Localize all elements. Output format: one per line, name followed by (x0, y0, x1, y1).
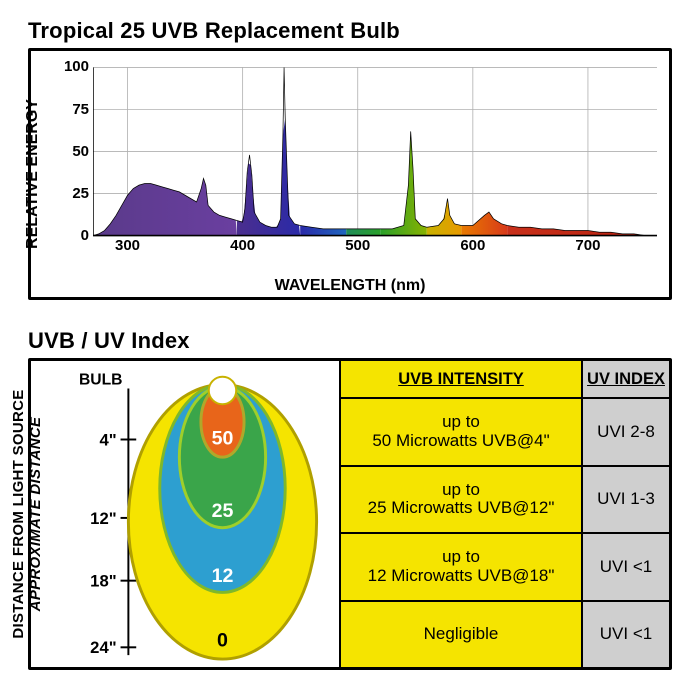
uvb-side-label-line1: DISTANCE FROM LIGHT SOURCE (10, 389, 27, 638)
uvi-cell: UVI <1 (583, 534, 669, 600)
uvi-cell: UVI 1-3 (583, 467, 669, 533)
intensity-cell: up to25 Microwatts UVB@12" (341, 467, 583, 533)
table-row: Negligible UVI <1 (341, 602, 669, 668)
y-tick: 50 (61, 143, 89, 160)
y-tick: 75 (61, 101, 89, 118)
svg-text:18": 18" (90, 572, 116, 591)
x-tick: 300 (108, 237, 148, 254)
svg-text:12: 12 (212, 565, 234, 587)
uvi-cell: UVI <1 (583, 602, 669, 668)
svg-text:24": 24" (90, 638, 116, 657)
svg-text:0: 0 (217, 630, 228, 652)
uvb-uvi-header: UV INDEX (583, 361, 669, 397)
svg-text:12": 12" (90, 509, 116, 528)
svg-text:BULB: BULB (79, 372, 123, 389)
table-row: up to12 Microwatts UVB@18" UVI <1 (341, 534, 669, 602)
uvb-diagram: BULB 4" 12" 18" 24" 0 12 25 50 (63, 365, 331, 663)
x-tick: 600 (453, 237, 493, 254)
intensity-cell: Negligible (341, 602, 583, 668)
uvb-intensity-header: UVB INTENSITY (341, 361, 583, 397)
y-tick: 100 (61, 58, 89, 75)
intensity-cell: up to50 Microwatts UVB@4" (341, 399, 583, 465)
svg-text:50: 50 (212, 428, 234, 450)
uvb-title: UVB / UV Index (28, 328, 672, 354)
spectrum-y-axis-label: RELATIVE ENERGY (24, 99, 42, 249)
uvb-section: UVB / UV Index DISTANCE FROM LIGHT SOURC… (28, 328, 672, 670)
x-tick: 700 (568, 237, 608, 254)
spectrum-title: Tropical 25 UVB Replacement Bulb (28, 18, 672, 44)
spectrum-section: Tropical 25 UVB Replacement Bulb RELATIV… (28, 18, 672, 300)
y-tick: 25 (61, 185, 89, 202)
intensity-cell: up to12 Microwatts UVB@18" (341, 534, 583, 600)
uvb-table: UVB INTENSITY UV INDEX up to50 Microwatt… (339, 361, 669, 667)
spectrum-panel: RELATIVE ENERGY WAVELENGTH (nm) 02550751… (28, 48, 672, 300)
uvb-table-header: UVB INTENSITY UV INDEX (341, 361, 669, 399)
y-tick: 0 (61, 227, 89, 244)
x-tick: 500 (338, 237, 378, 254)
spectrum-x-axis-label: WAVELENGTH (nm) (31, 277, 669, 295)
uvb-panel: DISTANCE FROM LIGHT SOURCE APPROXIMATE D… (28, 358, 672, 670)
uvb-side-label: DISTANCE FROM LIGHT SOURCE APPROXIMATE D… (10, 389, 44, 638)
uvb-side-label-line2: APPROXIMATE DISTANCE (27, 389, 44, 638)
table-row: up to50 Microwatts UVB@4" UVI 2-8 (341, 399, 669, 467)
svg-text:4": 4" (99, 430, 116, 449)
uvi-cell: UVI 2-8 (583, 399, 669, 465)
x-tick: 400 (223, 237, 263, 254)
spectrum-plot (93, 61, 657, 255)
table-row: up to25 Microwatts UVB@12" UVI 1-3 (341, 467, 669, 535)
svg-text:25: 25 (212, 500, 234, 522)
